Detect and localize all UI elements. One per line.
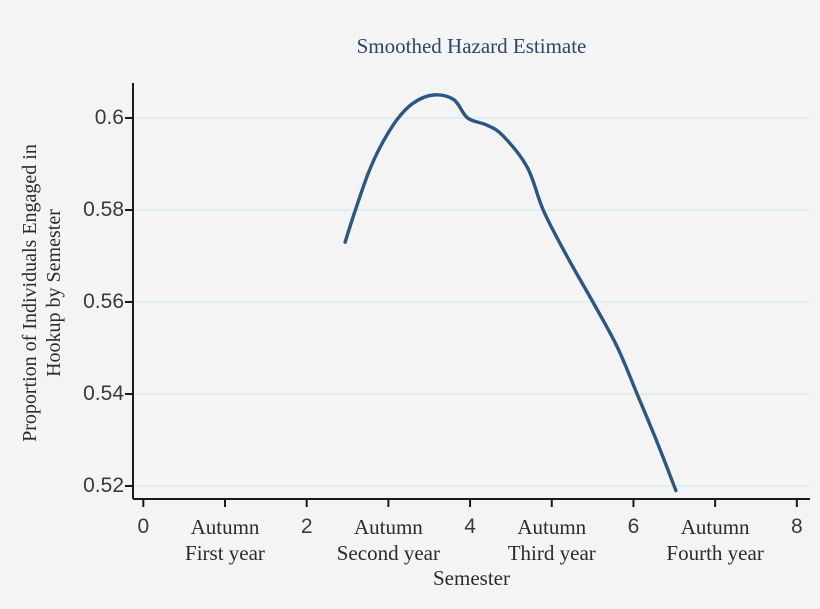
x-tick-label-7: Autumn Fourth year (645, 514, 785, 566)
x-tick-label-3-line: Second year (336, 541, 440, 565)
x-tick-label-6: 6 (563, 514, 703, 540)
x-tick-label-5: Autumn Third year (482, 514, 622, 566)
y-tick-label-0.58-line: 0.58 (83, 198, 124, 221)
x-tick-label-4-line: 4 (464, 515, 476, 538)
x-tick-label-0: 0 (73, 514, 213, 540)
x-tick-label-2: 2 (237, 514, 377, 540)
y-tick-label-0.52-line: 0.52 (83, 474, 124, 497)
y-tick-label-0.6-line: 0.6 (94, 106, 124, 129)
x-tick-label-8: 8 (727, 514, 820, 540)
x-tick-label-6-line: 6 (627, 515, 640, 538)
x-tick-label-1-line: First year (185, 541, 265, 565)
x-tick-label-4: 4 (400, 514, 540, 540)
x-tick-label-5-line: Autumn (517, 515, 587, 539)
x-tick-label-5-line: Third year (507, 541, 596, 565)
x-tick-label-7-line: Fourth year (666, 541, 764, 565)
chart-title: Smoothed Hazard Estimate (356, 34, 587, 58)
x-tick-label-3: Autumn Second year (318, 514, 458, 566)
y-tick-label-0.54: 0.54 (54, 383, 124, 404)
x-tick-label-1: Autumn First year (155, 514, 295, 566)
x-tick-label-7-line: Autumn (680, 515, 750, 539)
x-tick-label-0-line: 0 (137, 515, 150, 538)
x-axis-title: Semester (433, 566, 510, 590)
y-tick-label-0.52: 0.52 (54, 475, 124, 496)
y-tick-label-0.6: 0.6 (54, 107, 124, 128)
y-tick-label-0.56: 0.56 (54, 291, 124, 312)
y-tick-label-0.58: 0.58 (54, 199, 124, 220)
x-tick-label-1-line: Autumn (190, 515, 260, 539)
smoothed-hazard-estimate-curve (343, 93, 678, 493)
y-tick-label-0.54-line: 0.54 (83, 382, 124, 405)
x-tick-label-2-line: 2 (300, 515, 313, 538)
x-tick-label-3-line: Autumn (353, 515, 423, 539)
y-tick-label-0.56-line: 0.56 (83, 290, 124, 313)
x-tick-label-8-line: 8 (790, 515, 803, 538)
